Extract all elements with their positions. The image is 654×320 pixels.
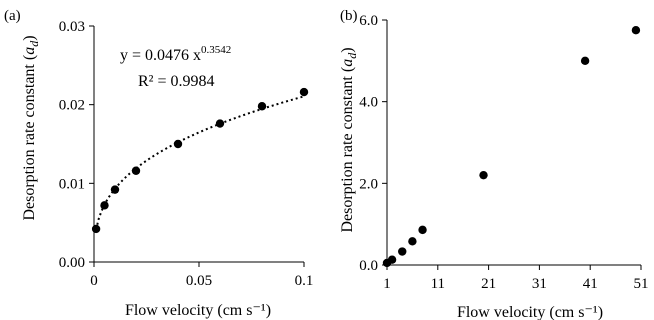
a-y-tick-label: 0.01 <box>59 176 85 192</box>
a-y-tick-label: 0.02 <box>59 98 85 114</box>
a-data-point <box>131 166 141 175</box>
a-data-point <box>173 139 183 149</box>
b-y-tick-label: 4.0 <box>359 95 378 111</box>
b-data-point <box>418 225 427 235</box>
panel-b: (b) Desorption rate constant (ad) Flow v… <box>339 8 649 320</box>
panel-b-axes <box>386 20 641 266</box>
panel-a-points <box>91 87 309 234</box>
b-data-point <box>631 26 641 35</box>
b-y-tick-label: 6.0 <box>359 13 378 29</box>
b-x-tick-label: 1 <box>383 276 391 292</box>
panel-a-equation: y = 0.0476 x0.3542 <box>120 44 231 64</box>
a-x-tick-label: 0.1 <box>295 273 314 289</box>
panel-a-y-ticks: 0.00 0.01 0.02 0.03 <box>59 19 94 271</box>
b-data-point <box>398 247 407 256</box>
b-y-tick-label: 2.0 <box>359 176 378 192</box>
panel-b-x-ticks: 1 11 21 31 41 51 <box>383 265 649 292</box>
panel-b-y-axis-label: Desorption rate constant (ad) <box>339 47 359 232</box>
panel-a-r-squared: R² = 0.9984 <box>138 73 215 90</box>
a-x-tick-label: 0 <box>90 273 98 289</box>
b-x-tick-label: 31 <box>532 276 547 292</box>
b-data-point <box>479 170 488 180</box>
panel-a-x-axis-label: Flow velocity (cm s⁻¹) <box>125 302 271 319</box>
panel-a: (a) Desorption rate constant (ad) Flow v… <box>4 8 313 319</box>
panel-b-label: (b) <box>340 8 358 24</box>
a-data-point <box>91 224 101 234</box>
panel-a-trendline <box>95 95 305 230</box>
panel-b-points <box>382 26 641 268</box>
panel-b-x-axis-label: Flow velocity (cm s⁻¹) <box>457 304 603 320</box>
a-y-tick-label: 0.00 <box>59 255 85 271</box>
a-data-point <box>110 185 120 194</box>
a-data-point <box>100 201 109 210</box>
a-data-point <box>299 87 309 97</box>
b-y-tick-label: 0.0 <box>359 258 378 274</box>
a-y-tick-label: 0.03 <box>59 19 85 35</box>
b-x-tick-label: 41 <box>583 276 598 292</box>
panel-b-y-ticks: 0.0 2.0 4.0 6.0 <box>359 13 387 274</box>
a-x-tick-label: 0.05 <box>186 273 212 289</box>
b-x-tick-label: 11 <box>431 276 445 292</box>
b-data-point <box>387 255 397 264</box>
panel-a-y-axis-label: Desorption rate constant (ad) <box>21 35 41 220</box>
panel-a-x-ticks: 0 0.05 0.1 <box>90 262 313 289</box>
b-data-point <box>408 237 417 246</box>
b-x-tick-label: 21 <box>481 276 496 292</box>
a-data-point <box>215 119 225 128</box>
a-data-point <box>257 102 267 111</box>
b-x-tick-label: 51 <box>634 276 649 292</box>
b-data-point <box>580 56 590 66</box>
panel-a-label: (a) <box>4 8 21 24</box>
